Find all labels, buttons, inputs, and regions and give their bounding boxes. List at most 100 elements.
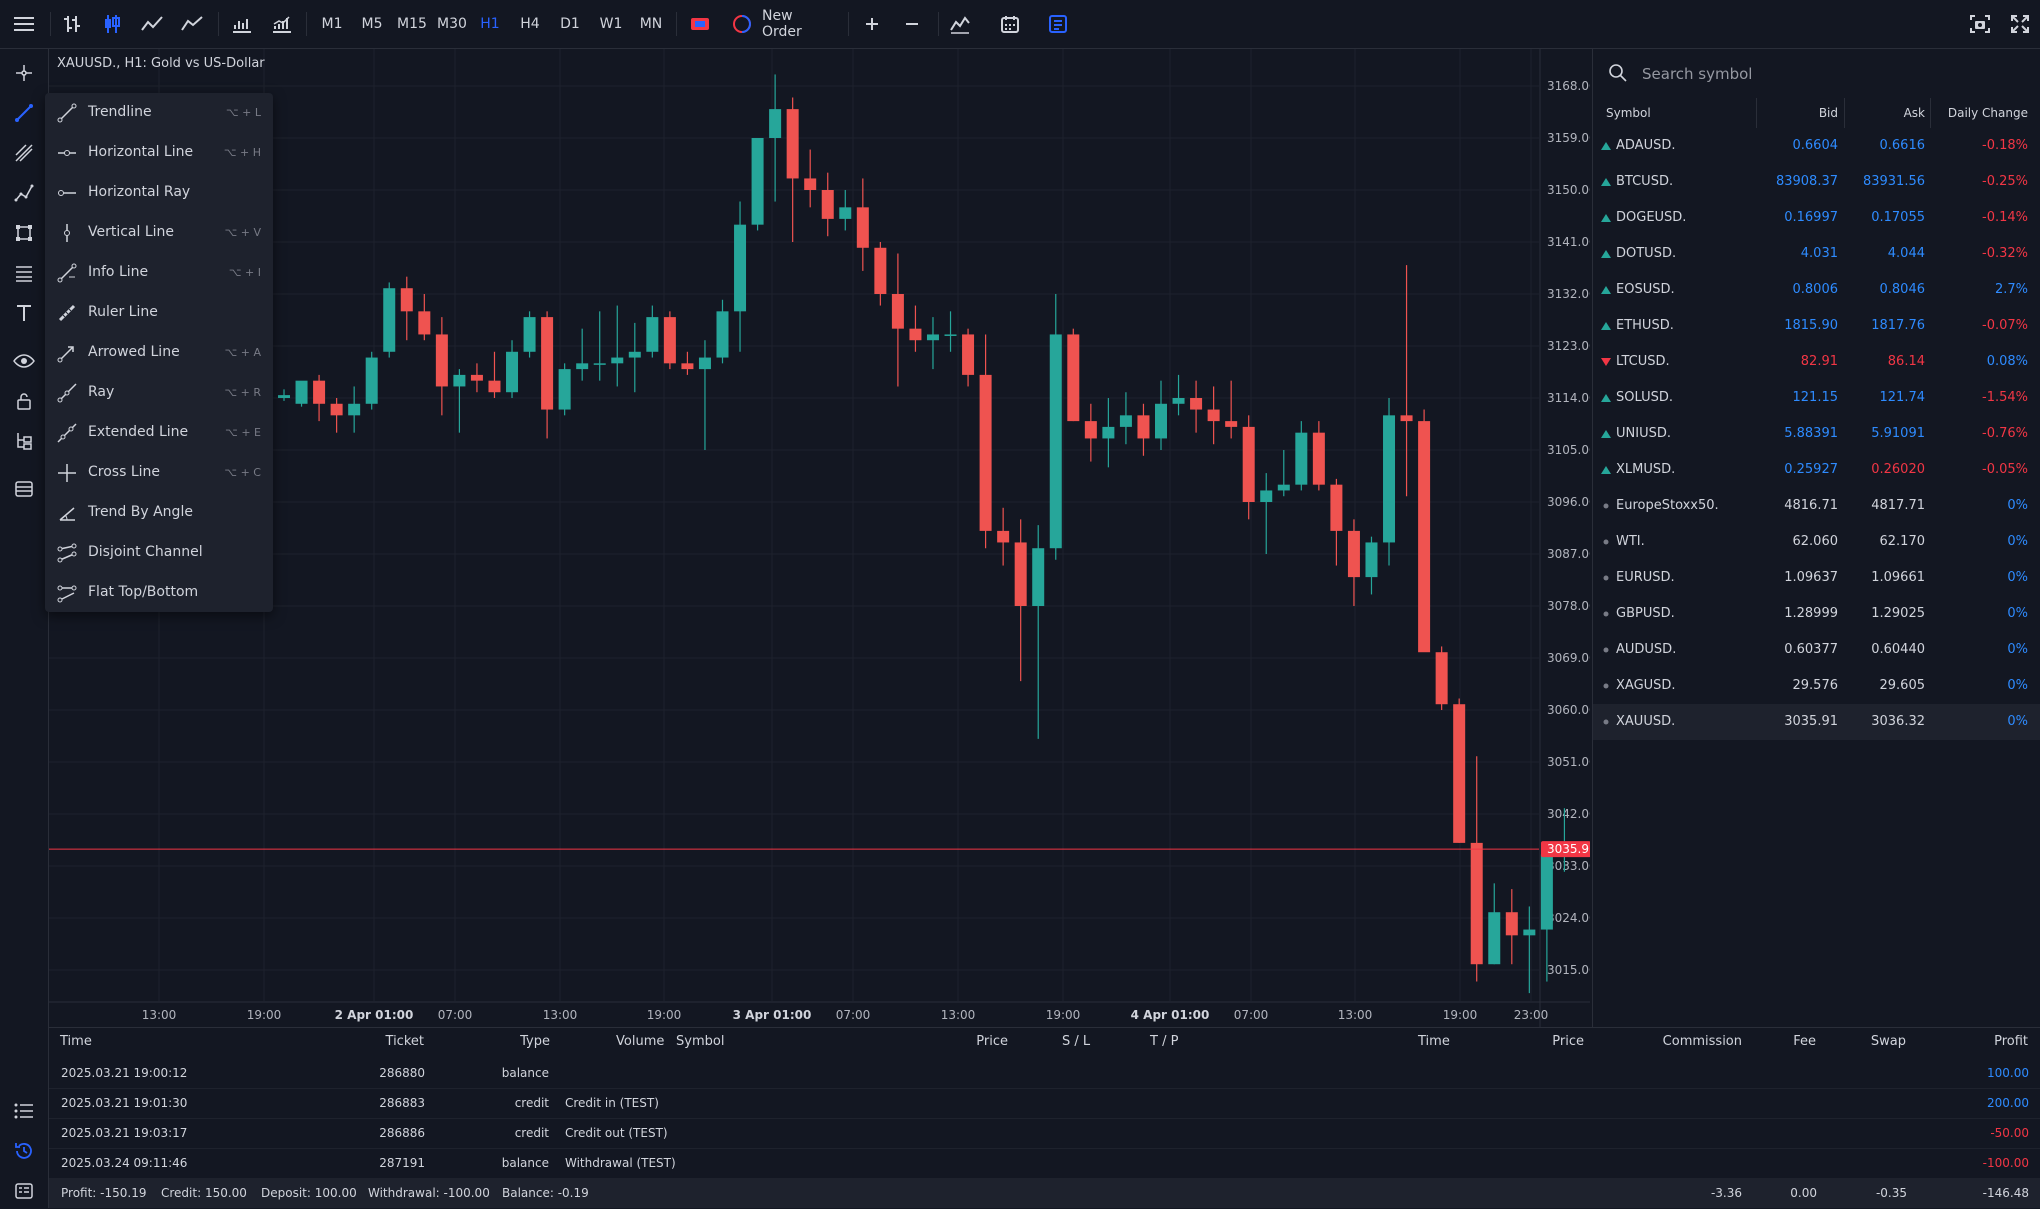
candlestick-chart-icon[interactable] — [96, 8, 128, 40]
col-profit[interactable]: Profit — [1994, 1034, 2028, 1049]
templates-icon[interactable] — [8, 473, 40, 505]
menu-item-disjoint-channel[interactable]: Disjoint Channel — [45, 533, 273, 573]
menu-item-trendline[interactable]: Trendline ⌥ + L — [45, 93, 273, 133]
col-tp[interactable]: T / P — [1150, 1034, 1179, 1049]
timeframe-m5[interactable]: M5 — [361, 16, 383, 32]
pattern-tool-icon[interactable] — [8, 177, 40, 209]
watchlist-row[interactable]: XAUUSD. 3035.91 3036.32 0% — [1593, 704, 2040, 740]
col-price[interactable]: Price — [976, 1034, 1008, 1049]
watchlist-row[interactable]: XAGUSD. 29.576 29.605 0% — [1593, 668, 2040, 704]
history-row[interactable]: 2025.03.21 19:03:17 286886 credit Credit ou… — [49, 1118, 2040, 1149]
col-type[interactable]: Type — [520, 1034, 550, 1049]
history-icon[interactable] — [8, 1135, 40, 1167]
watchlist-row[interactable]: GBPUSD. 1.28999 1.29025 0% — [1593, 596, 2040, 632]
timeframe-m30[interactable]: M30 — [437, 16, 467, 32]
history-row[interactable]: 2025.03.21 19:01:30 286883 credit Credit in… — [49, 1088, 2040, 1119]
watchlist-header-symbol[interactable]: Symbol — [1606, 106, 1651, 120]
fibonacci-tool-icon[interactable] — [8, 257, 40, 289]
text-tool-icon[interactable] — [8, 297, 40, 329]
menu-item-flat-top-bottom[interactable]: Flat Top/Bottom — [45, 573, 273, 613]
new-order-button[interactable]: New Order — [762, 8, 802, 40]
menu-icon[interactable] — [8, 8, 40, 40]
col-sl[interactable]: S / L — [1062, 1034, 1091, 1049]
watchlist-row[interactable]: SOLUSD. 121.15 121.74 -1.54% — [1593, 380, 2040, 416]
menu-item-horizontal-line[interactable]: Horizontal Line ⌥ + H — [45, 133, 273, 173]
menu-item-trend-angle[interactable]: Trend By Angle — [45, 493, 273, 533]
col-close-time[interactable]: Time — [1418, 1034, 1450, 1049]
menu-item-cross-line[interactable]: Cross Line ⌥ + C — [45, 453, 273, 493]
volume-bars-icon[interactable] — [266, 8, 298, 40]
menu-item-label: Arrowed Line — [88, 344, 180, 360]
notes-icon[interactable] — [1042, 8, 1074, 40]
watchlist-header-bid[interactable]: Bid — [1818, 106, 1838, 120]
watchlist-row[interactable]: AUDUSD. 0.60377 0.60440 0% — [1593, 632, 2040, 668]
timeframe-m15[interactable]: M15 — [397, 16, 427, 32]
watchlist-row[interactable]: EOSUSD. 0.8006 0.8046 2.7% — [1593, 272, 2040, 308]
watchlist-row[interactable]: WTI. 62.060 62.170 0% — [1593, 524, 2040, 560]
zoom-in-icon[interactable] — [856, 8, 888, 40]
trendline-tool-icon[interactable] — [8, 97, 40, 129]
line-chart-icon[interactable] — [136, 8, 168, 40]
menu-item-vertical-line[interactable]: Vertical Line ⌥ + V — [45, 213, 273, 253]
search-input[interactable] — [1640, 61, 2024, 87]
indicators-icon[interactable] — [944, 8, 976, 40]
col-symbol[interactable]: Symbol — [676, 1034, 725, 1049]
visibility-icon[interactable] — [8, 345, 40, 377]
watchlist-row[interactable]: UNIUSD. 5.88391 5.91091 -0.76% — [1593, 416, 2040, 452]
timeframe-m1[interactable]: M1 — [321, 16, 343, 32]
timeframe-d1[interactable]: D1 — [560, 16, 580, 32]
lock-icon[interactable] — [8, 385, 40, 417]
col-commission[interactable]: Commission — [1662, 1034, 1742, 1049]
watchlist-row[interactable]: ADAUSD. 0.6604 0.6616 -0.18% — [1593, 128, 2040, 164]
crosshair-icon[interactable] — [8, 57, 40, 89]
new-order-icon[interactable] — [730, 8, 754, 40]
menu-item-ray[interactable]: Ray ⌥ + R — [45, 373, 273, 413]
menu-item-info-line[interactable]: Info Line ⌥ + I — [45, 253, 273, 293]
timeframe-h1[interactable]: H1 — [480, 16, 500, 32]
candlestick-canvas[interactable]: 3168.00 3159.00 3150.00 3141.00 3132.00 3123.… — [49, 49, 1590, 1027]
watchlist-row[interactable]: DOTUSD. 4.031 4.044 -0.32% — [1593, 236, 2040, 272]
calendar-icon[interactable] — [994, 8, 1026, 40]
menu-item-horizontal-ray[interactable]: Horizontal Ray — [45, 173, 273, 213]
area-chart-icon[interactable] — [176, 8, 208, 40]
timeframe-mn[interactable]: MN — [639, 16, 663, 32]
history-row[interactable]: 2025.03.21 19:00:12 286880 balance 100.00 — [49, 1058, 2040, 1089]
zoom-out-icon[interactable] — [896, 8, 928, 40]
watchlist-row[interactable]: DOGEUSD. 0.16997 0.17055 -0.14% — [1593, 200, 2040, 236]
watchlist-row[interactable]: ETHUSD. 1815.90 1817.76 -0.07% — [1593, 308, 2040, 344]
price-chart[interactable]: 3168.00 3159.00 3150.00 3141.00 3132.00 3123.… — [49, 49, 1590, 1027]
shapes-tool-icon[interactable] — [8, 217, 40, 249]
journal-icon[interactable] — [8, 1175, 40, 1207]
col-fee[interactable]: Fee — [1793, 1034, 1816, 1049]
col-ticket[interactable]: Ticket — [385, 1034, 424, 1049]
screenshot-icon[interactable] — [1964, 8, 1996, 40]
menu-item-ruler-line[interactable]: Ruler Line — [45, 293, 273, 333]
menu-item-label: Vertical Line — [88, 224, 175, 240]
ask-price: 3036.32 — [1871, 714, 1925, 729]
menu-item-arrowed-line[interactable]: Arrowed Line ⌥ + A — [45, 333, 273, 373]
watchlist-header-daily-change[interactable]: Daily Change — [1947, 106, 2028, 120]
col-time[interactable]: Time — [60, 1034, 92, 1049]
history-row[interactable]: 2025.03.24 09:11:46 287191 balance Withdraw… — [49, 1148, 2040, 1179]
fullscreen-icon[interactable] — [2004, 8, 2036, 40]
positions-list-icon[interactable] — [8, 1095, 40, 1127]
symbol-search[interactable] — [1600, 57, 2032, 89]
col-volume[interactable]: Volume — [616, 1034, 665, 1049]
menu-item-extended-line[interactable]: Extended Line ⌥ + E — [45, 413, 273, 453]
volume-icon[interactable] — [226, 8, 258, 40]
bar-chart-icon[interactable] — [56, 8, 88, 40]
timeframe-h4[interactable]: H4 — [520, 16, 540, 32]
watchlist-row[interactable]: EURUSD. 1.09637 1.09661 0% — [1593, 560, 2040, 596]
object-tree-icon[interactable] — [8, 425, 40, 457]
watchlist-row[interactable]: LTCUSD. 82.91 86.14 0.08% — [1593, 344, 2040, 380]
summary-fee: 0.00 — [1790, 1186, 1817, 1200]
watchlist-row[interactable]: EuropeStoxx50. 4816.71 4817.71 0% — [1593, 488, 2040, 524]
timeframe-w1[interactable]: W1 — [599, 16, 623, 32]
watchlist-header-ask[interactable]: Ask — [1903, 106, 1925, 120]
col-close-price[interactable]: Price — [1552, 1034, 1584, 1049]
watchlist-row[interactable]: BTCUSD. 83908.37 83931.56 -0.25% — [1593, 164, 2040, 200]
watchlist-row[interactable]: XLMUSD. 0.25927 0.26020 -0.05% — [1593, 452, 2040, 488]
col-swap[interactable]: Swap — [1870, 1034, 1906, 1049]
one-click-trading-icon[interactable] — [686, 8, 714, 40]
channel-tool-icon[interactable] — [8, 137, 40, 169]
